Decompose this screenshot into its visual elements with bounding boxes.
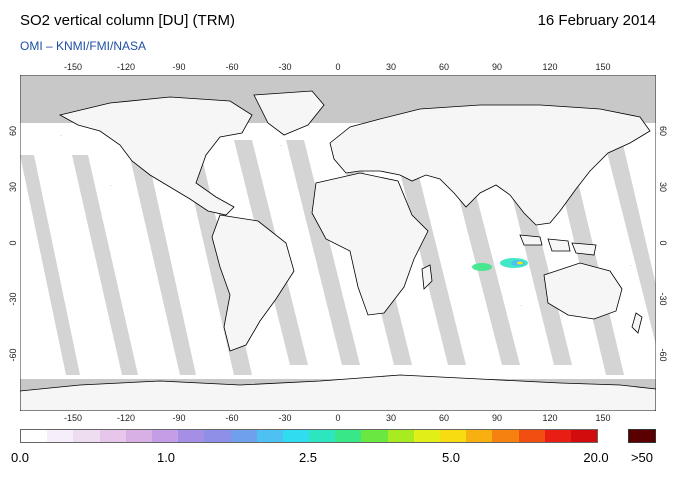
lon-tick-top: 0 — [335, 62, 341, 72]
lat-tick-left: 30 — [8, 181, 18, 193]
colorbar-segment — [309, 430, 336, 442]
colorbar-segment — [73, 430, 100, 442]
lon-tick-top: 120 — [542, 62, 558, 72]
colorbar-segment — [151, 430, 179, 442]
colorbar-segment — [413, 430, 440, 442]
lat-tick-right: 60 — [658, 125, 668, 137]
lon-tick-top: 90 — [491, 62, 503, 72]
colorbar-label-2: 2.5 — [298, 450, 318, 465]
lon-tick-top: 30 — [385, 62, 397, 72]
lon-tick-top: 60 — [438, 62, 450, 72]
lon-tick-top: 150 — [595, 62, 611, 72]
colorbar-segment — [99, 430, 126, 442]
so2-plume — [472, 258, 528, 271]
lon-tick-bottom: -60 — [225, 413, 239, 423]
lat-tick-right: -30 — [658, 292, 668, 306]
colorbar-segment — [466, 430, 493, 442]
lon-tick-bottom: 30 — [385, 413, 397, 423]
map-title: SO2 vertical column [DU] (TRM) — [20, 12, 236, 29]
colorbar-segment — [204, 430, 231, 442]
lat-tick-left: -30 — [8, 292, 18, 306]
colorbar-segment — [570, 430, 598, 442]
colorbar-segment — [230, 430, 257, 442]
lon-tick-bottom: -30 — [278, 413, 292, 423]
colorbar — [20, 429, 598, 443]
colorbar-segment — [256, 430, 283, 442]
lon-tick-bottom: 60 — [438, 413, 450, 423]
colorbar-label-1: 1.0 — [156, 450, 176, 465]
land-masses — [20, 90, 656, 411]
colorbar-segment — [125, 430, 152, 442]
colorbar-segment — [518, 430, 545, 442]
lon-tick-bottom: -150 — [63, 413, 83, 423]
lon-tick-bottom: 90 — [491, 413, 503, 423]
map-date: 16 February 2014 — [537, 12, 656, 29]
colorbar-segment — [282, 430, 310, 442]
colorbar-segment — [178, 430, 205, 442]
lon-tick-top: -30 — [278, 62, 292, 72]
lat-tick-right: 30 — [658, 181, 668, 193]
colorbar-label-0: 0.0 — [10, 450, 30, 465]
lon-tick-top: -60 — [225, 62, 239, 72]
lat-tick-right: -60 — [658, 348, 668, 362]
lat-tick-left: -60 — [8, 348, 18, 362]
lat-tick-right: 0 — [658, 240, 668, 246]
map-canvas — [20, 75, 656, 411]
data-credit: OMI – KNMI/FMI/NASA — [20, 39, 147, 53]
lon-tick-bottom: -120 — [116, 413, 136, 423]
lon-tick-bottom: 0 — [335, 413, 341, 423]
lon-tick-bottom: 150 — [595, 413, 611, 423]
lat-tick-left: 60 — [8, 125, 18, 137]
colorbar-segment — [335, 430, 362, 442]
colorbar-segment — [47, 430, 74, 442]
colorbar-label-3: 5.0 — [441, 450, 461, 465]
world-map — [20, 75, 656, 411]
colorbar-segment — [544, 430, 571, 442]
colorbar-label-4: 20.0 — [583, 450, 609, 465]
colorbar-segment — [440, 430, 467, 442]
colorbar-segment — [361, 430, 388, 442]
colorbar-segment — [492, 430, 519, 442]
lon-tick-bottom: -90 — [172, 413, 186, 423]
colorbar-over-max-box — [628, 429, 656, 443]
lon-tick-bottom: 120 — [542, 413, 558, 423]
colorbar-label-5: >50 — [630, 450, 654, 465]
lon-tick-top: -150 — [63, 62, 83, 72]
lon-tick-top: -90 — [172, 62, 186, 72]
lat-tick-left: 0 — [8, 240, 18, 246]
colorbar-segment — [21, 430, 48, 442]
lon-tick-top: -120 — [116, 62, 136, 72]
colorbar-segment — [387, 430, 414, 442]
